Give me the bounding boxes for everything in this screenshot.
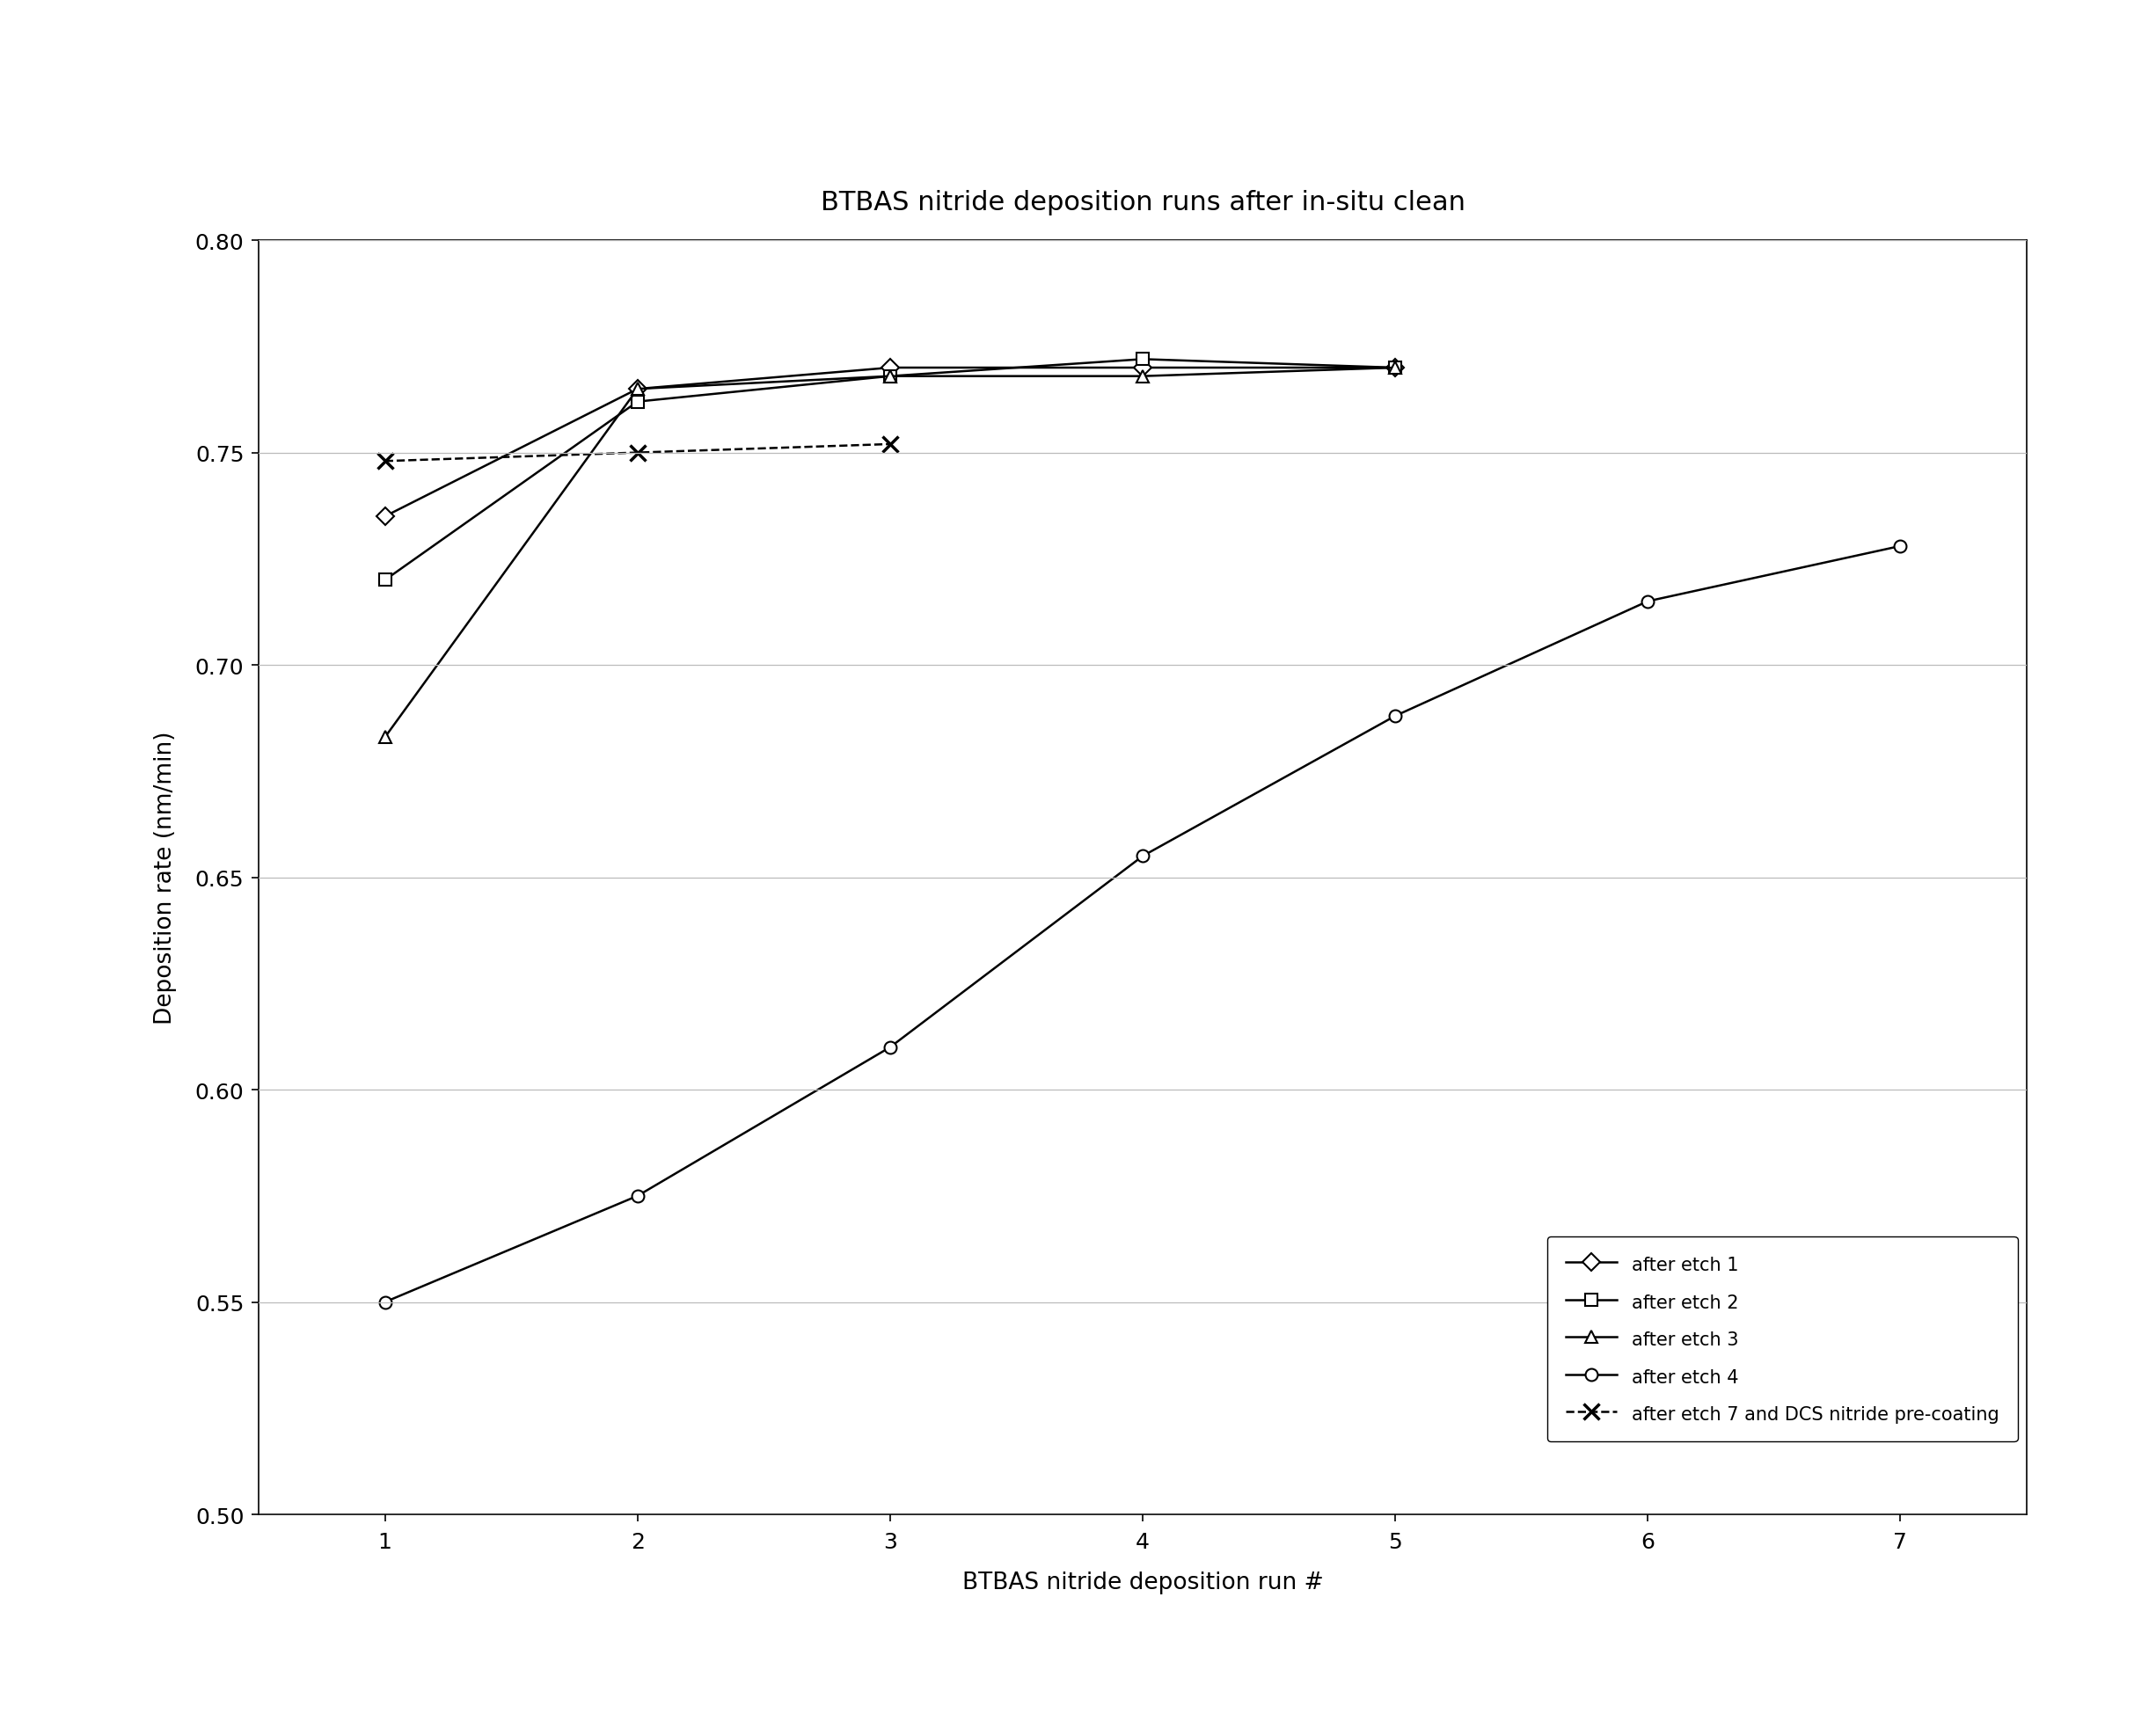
Title: BTBAS nitride deposition runs after in-situ clean: BTBAS nitride deposition runs after in-s… xyxy=(819,191,1466,215)
after etch 3 xyxy=(1130,367,1156,387)
X-axis label: BTBAS nitride deposition run #: BTBAS nitride deposition run # xyxy=(962,1571,1324,1594)
after etch 1 xyxy=(625,379,651,399)
Y-axis label: Deposition rate (nm/min): Deposition rate (nm/min) xyxy=(153,731,177,1024)
after etch 1 xyxy=(1382,358,1408,379)
after etch 4 xyxy=(877,1038,903,1058)
after etch 2 xyxy=(625,392,651,413)
after etch 3 xyxy=(877,367,903,387)
after etch 2 xyxy=(373,570,399,590)
after etch 3 xyxy=(625,379,651,399)
after etch 1 xyxy=(373,506,399,527)
after etch 4 xyxy=(1886,537,1912,558)
after etch 2 xyxy=(1382,358,1408,379)
Line: after etch 1: after etch 1 xyxy=(379,361,1401,523)
after etch 7 and DCS nitride pre-coating xyxy=(373,451,399,472)
after etch 2 xyxy=(877,367,903,387)
after etch 7 and DCS nitride pre-coating xyxy=(625,442,651,463)
after etch 1 xyxy=(877,358,903,379)
after etch 3 xyxy=(373,728,399,749)
Line: after etch 7 and DCS nitride pre-coating: after etch 7 and DCS nitride pre-coating xyxy=(377,437,899,470)
after etch 3 xyxy=(1382,358,1408,379)
after etch 7 and DCS nitride pre-coating xyxy=(877,434,903,454)
after etch 4 xyxy=(373,1292,399,1313)
after etch 4 xyxy=(1130,847,1156,867)
Line: after etch 3: after etch 3 xyxy=(379,361,1401,743)
Legend: after etch 1, after etch 2, after etch 3, after etch 4, after etch 7 and DCS nit: after etch 1, after etch 2, after etch 3… xyxy=(1548,1236,2018,1442)
after etch 1 xyxy=(1130,358,1156,379)
after etch 2 xyxy=(1130,349,1156,370)
after etch 4 xyxy=(1634,592,1660,613)
Line: after etch 4: after etch 4 xyxy=(379,540,1906,1308)
after etch 4 xyxy=(1382,706,1408,726)
Line: after etch 2: after etch 2 xyxy=(379,355,1401,587)
after etch 4 xyxy=(625,1186,651,1206)
